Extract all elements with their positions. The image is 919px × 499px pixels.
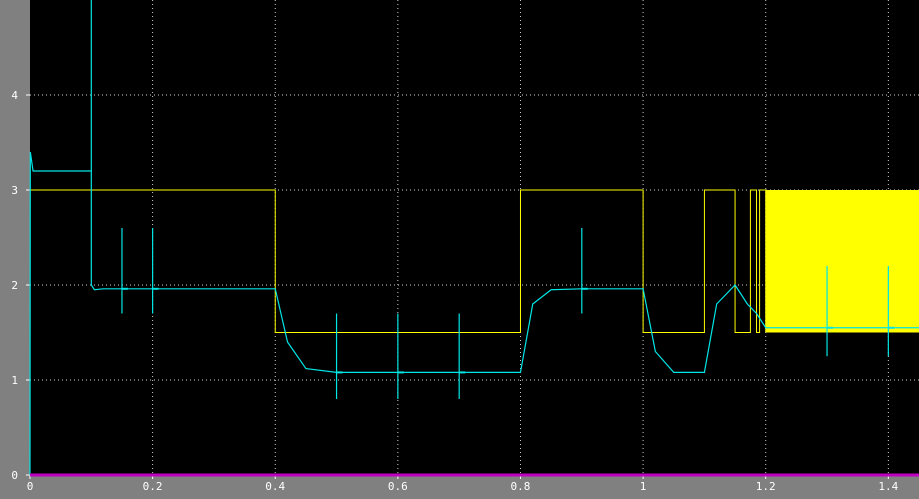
series-group xyxy=(29,0,919,476)
x-tick-label: 1 xyxy=(640,480,647,493)
x-tick-label: 1.2 xyxy=(756,480,776,493)
y-tick-label: 4 xyxy=(11,89,18,102)
y-tick-label: 0 xyxy=(11,469,18,482)
x-tick-label: 0.4 xyxy=(265,480,285,493)
series-step-line xyxy=(30,189,767,333)
x-tick-label: 0.8 xyxy=(511,480,531,493)
y-tick-label: 2 xyxy=(11,279,18,292)
x-tick-label: 0.6 xyxy=(388,480,408,493)
x-tick-label: 1.4 xyxy=(878,480,898,493)
y-tick-label: 1 xyxy=(11,374,18,387)
x-tick-label: 0 xyxy=(27,480,34,493)
tick-labels: 0 0.2 0.4 0.6 0.8 1 1.2 1.4 0 1 2 3 4 xyxy=(11,89,898,493)
series-step-oscillation-fill xyxy=(765,190,919,333)
series-response-line xyxy=(29,0,919,476)
y-tick-label: 3 xyxy=(11,184,18,197)
x-tick-label: 0.2 xyxy=(143,480,163,493)
